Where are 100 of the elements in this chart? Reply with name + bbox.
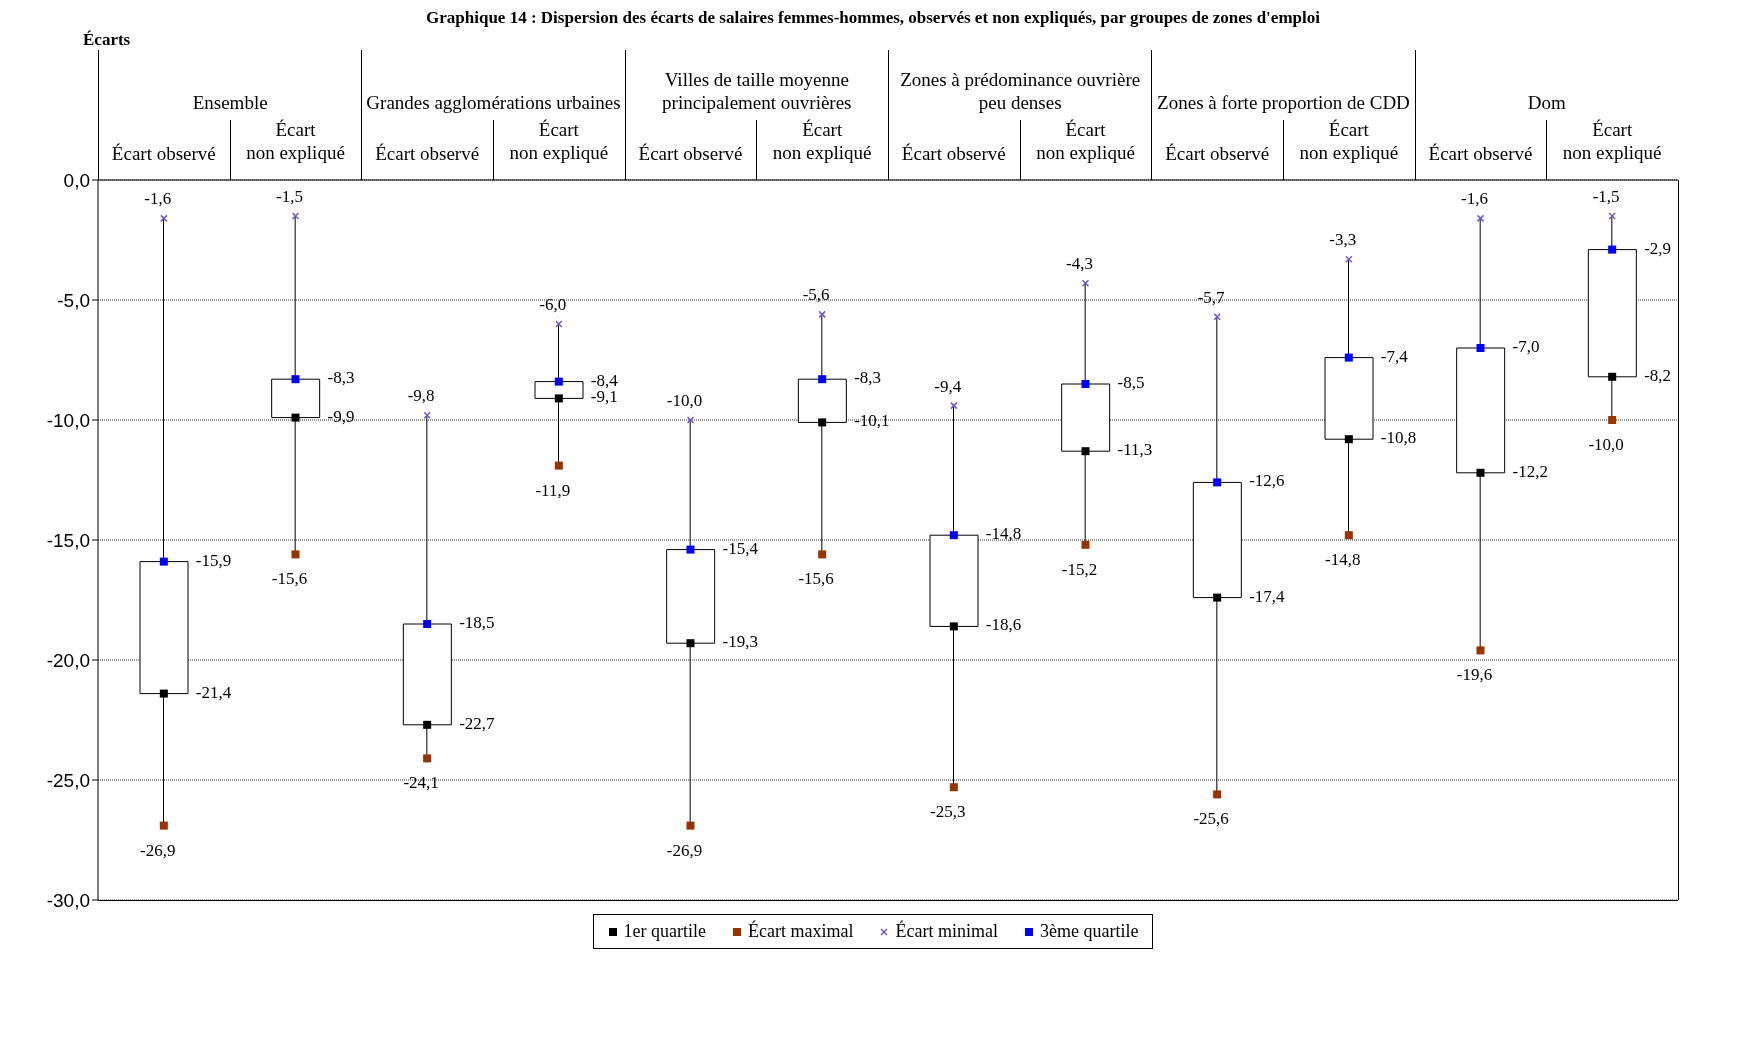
point <box>1344 531 1353 540</box>
x-tick-label: Écart observé <box>111 143 216 164</box>
point <box>291 375 300 384</box>
data-label: -26,9 <box>666 840 703 860</box>
point <box>1344 353 1353 362</box>
data-label: -9,4 <box>934 376 962 396</box>
point <box>949 622 958 631</box>
point <box>1081 447 1090 456</box>
chart-title: Graphique 14 : Dispersion des écarts de salaires femmes-hommes, observés et non expliqués, par groupes de zones d'emploi <box>425 8 1321 28</box>
data-label: -15,4 <box>722 538 759 558</box>
data-label: -17,4 <box>1249 586 1286 606</box>
data-label: -15,6 <box>798 569 834 589</box>
data-label: -9,1 <box>590 387 618 407</box>
data-label: -4,3 <box>1066 254 1093 274</box>
point <box>1344 435 1353 444</box>
text: Dom <box>1526 91 1567 115</box>
data-label: -15,6 <box>271 569 308 589</box>
data-label: -1,5 <box>1592 186 1620 206</box>
data-label: -14,8 <box>985 524 1022 544</box>
data-label: -6,0 <box>539 294 567 314</box>
x-tick-label: Écart non expliqué <box>509 119 609 163</box>
data-label: -9,8 <box>407 386 435 406</box>
text: Grandes agglomérations urbaines <box>365 91 622 115</box>
data-label: -15,2 <box>1061 559 1098 579</box>
point <box>818 418 827 427</box>
data-label: -21,4 <box>195 682 232 702</box>
point <box>423 411 431 419</box>
x-tick-label: Écart non expliqué <box>1562 119 1662 163</box>
data-label: -18,5 <box>459 612 495 632</box>
y-tick-label: -5,0 <box>57 289 90 311</box>
data-label: -8,4 <box>590 370 619 390</box>
point <box>1213 790 1222 799</box>
data-label: -7,4 <box>1380 346 1409 366</box>
point <box>159 689 168 698</box>
x-tick-label: Écart non expliqué <box>1036 119 1135 163</box>
point <box>1213 313 1221 321</box>
data-label: -11,3 <box>1117 440 1153 460</box>
data-label: -1,6 <box>144 189 172 209</box>
data-label: -25,6 <box>1193 809 1229 829</box>
point <box>686 821 695 830</box>
legend-label: 1er quartile <box>622 921 707 942</box>
data-label: -14,8 <box>1325 550 1361 570</box>
point <box>159 821 168 830</box>
point <box>554 377 563 386</box>
data-label: -25,3 <box>930 802 966 822</box>
data-label: -3,3 <box>1329 230 1357 250</box>
point <box>1476 468 1485 477</box>
x-tick-label: Écart observé <box>638 143 743 164</box>
y-tick-label: 0,0 <box>63 169 90 191</box>
y-tick-label: -20,0 <box>46 649 90 671</box>
y-tick-label: -10,0 <box>46 409 90 431</box>
point <box>818 375 827 384</box>
point <box>686 545 695 554</box>
point <box>291 550 300 559</box>
data-label: -22,7 <box>459 713 496 733</box>
data-label: -8,3 <box>854 368 882 388</box>
point <box>949 783 958 792</box>
data-label: -12,2 <box>1512 461 1548 481</box>
data-label: -15,9 <box>195 550 232 570</box>
point <box>1476 344 1485 352</box>
point <box>1213 478 1222 487</box>
point <box>423 620 432 628</box>
point <box>1608 245 1617 254</box>
data-label: -18,6 <box>985 615 1022 635</box>
x-tick-label: Écart observé <box>375 143 480 164</box>
data-label: -10,0 <box>1588 434 1624 454</box>
point <box>686 639 695 648</box>
data-label: -8,2 <box>1644 365 1672 385</box>
data-label: -5,7 <box>1197 287 1226 307</box>
point <box>554 461 563 470</box>
data-label: -8,3 <box>327 368 355 388</box>
point <box>1081 380 1090 388</box>
legend-label: 3ème quartile <box>1038 921 1139 942</box>
data-label: -5,6 <box>802 285 830 305</box>
x-tick-label: Écart non expliqué <box>1299 119 1399 163</box>
point <box>1213 593 1222 602</box>
y-axis-title: Écarts <box>83 30 132 50</box>
data-label: -9,9 <box>327 406 355 426</box>
point <box>423 754 432 763</box>
data-label: -24,1 <box>403 773 439 793</box>
point <box>423 720 432 729</box>
data-label: -10,1 <box>854 411 890 431</box>
point <box>159 557 168 566</box>
x-tick-label: Écart observé <box>1428 143 1533 164</box>
point <box>1345 255 1353 263</box>
data-label: -1,6 <box>1461 189 1488 209</box>
x-tick-label: Écart observé <box>901 143 1006 164</box>
text: Zones à forte proportion de CDD <box>1156 91 1411 115</box>
point <box>1476 646 1485 655</box>
y-tick-label: -30,0 <box>46 889 90 911</box>
point <box>554 394 563 403</box>
data-label: -26,9 <box>140 840 176 860</box>
data-label: -12,6 <box>1249 471 1285 491</box>
text: Zones à prédominance ouvrière peu denses <box>899 68 1142 115</box>
y-tick-label: -25,0 <box>46 769 90 791</box>
data-label: -19,3 <box>722 632 758 652</box>
data-label: -2,9 <box>1644 238 1672 258</box>
x-tick-label: Écart observé <box>1165 143 1270 164</box>
data-label: -8,5 <box>1117 372 1145 392</box>
point <box>291 413 300 422</box>
